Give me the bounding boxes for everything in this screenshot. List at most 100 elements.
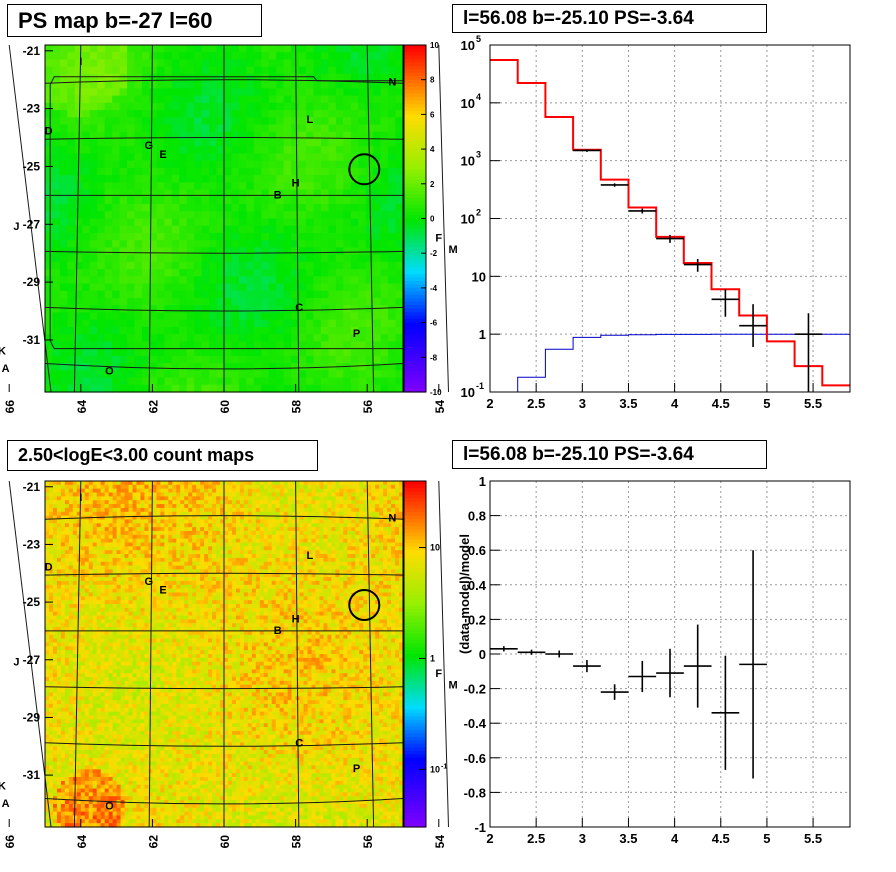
ps-heatmap-cell xyxy=(291,124,300,133)
count-heatmap-cell xyxy=(96,546,102,551)
ps-x-tick-label: 56 xyxy=(361,400,375,414)
ps-heatmap-cell xyxy=(112,290,121,299)
ps-heatmap-cell xyxy=(67,225,76,234)
count-heatmap-cell xyxy=(64,542,70,547)
count-heatmap-cell xyxy=(148,542,153,547)
ps-heatmap-cell xyxy=(320,384,330,393)
ps-heatmap-cell xyxy=(104,95,113,104)
count-heatmap-cell xyxy=(144,507,150,513)
count-heatmap-cell xyxy=(267,561,273,567)
ps-heatmap-cell xyxy=(238,59,247,68)
ps-heatmap-cell xyxy=(335,196,344,205)
ps-heatmap-cell xyxy=(164,45,173,53)
count-heatmap-cell xyxy=(319,507,325,513)
count-heatmap-cell xyxy=(188,573,193,578)
count-heatmap-cell xyxy=(379,507,384,513)
ps-heatmap-cell xyxy=(119,269,128,277)
count-heatmap-cell xyxy=(255,496,261,501)
ps-heatmap-cell xyxy=(358,348,367,357)
count-heatmap-cell xyxy=(204,565,209,571)
count-heatmap-cell xyxy=(363,488,368,494)
count-heatmap-cell xyxy=(68,580,74,586)
count-heatmap-cell xyxy=(128,542,134,547)
ps-heatmap-cell xyxy=(298,189,307,198)
ps-heatmap-cell xyxy=(149,73,158,82)
count-heatmap-cell xyxy=(399,481,404,486)
count-heatmap-cell xyxy=(343,557,348,563)
count-heatmap-cell xyxy=(200,504,205,509)
count-heatmap-cell xyxy=(45,584,50,590)
count-heatmap-cell xyxy=(136,515,142,521)
count-heatmap-cell xyxy=(291,519,297,524)
count-heatmap-cell xyxy=(283,554,289,559)
ps-heatmap-cell xyxy=(298,117,307,126)
ps-heatmap-cell xyxy=(313,348,322,357)
ps-heatmap-cell xyxy=(328,102,337,111)
ps-heatmap-cell xyxy=(45,290,54,299)
spectrum-y-tick-exponent: -1 xyxy=(476,381,484,391)
ps-heatmap-cell xyxy=(283,66,292,75)
ps-heatmap-cell xyxy=(74,81,83,89)
count-heatmap-cell xyxy=(92,481,98,486)
count-heatmap-cell xyxy=(363,527,368,532)
ps-heatmap-cell xyxy=(224,102,233,111)
ps-heatmap-cell xyxy=(238,334,247,342)
count-heatmap-cell xyxy=(180,481,185,486)
ps-heatmap-cell xyxy=(224,175,233,183)
count-heatmap-cell xyxy=(172,569,177,574)
ps-heatmap-cell xyxy=(358,81,367,89)
ps-heatmap-cell xyxy=(134,334,143,342)
ps-heatmap-cell xyxy=(268,211,277,220)
count-heatmap-cell xyxy=(271,492,277,497)
ps-heatmap-cell xyxy=(179,110,188,118)
ps-heatmap-cell xyxy=(298,175,307,183)
ps-heatmap-cell xyxy=(59,225,68,234)
ps-heatmap-cell xyxy=(231,254,240,263)
ps-colorbar-cell xyxy=(404,162,426,168)
ps-heatmap-cell xyxy=(306,95,315,104)
count-heatmap-cell xyxy=(64,515,70,521)
count-heatmap-cell xyxy=(387,534,392,540)
ps-heatmap-cell xyxy=(298,341,307,350)
ps-heatmap-cell xyxy=(380,160,389,169)
count-heatmap-cell xyxy=(239,557,245,563)
ps-heatmap-cell xyxy=(380,341,389,350)
ps-heatmap-cell xyxy=(313,59,322,68)
count-heatmap-cell xyxy=(335,488,340,494)
count-heatmap-cell xyxy=(176,565,181,571)
count-heatmap-cell xyxy=(148,565,153,571)
ps-heatmap-cell xyxy=(224,160,233,169)
ps-heatmap-cell xyxy=(134,73,143,82)
ps-heatmap-cell xyxy=(291,167,300,176)
count-heatmap-cell xyxy=(56,538,62,544)
ps-heatmap-cell xyxy=(231,370,240,379)
count-heatmap-cell xyxy=(351,534,356,540)
ps-heatmap-cell xyxy=(201,290,210,299)
ps-heatmap-cell xyxy=(127,95,136,104)
count-heatmap-cell xyxy=(116,507,122,513)
ps-heatmap-cell xyxy=(231,110,240,118)
ps-heatmap-cell xyxy=(358,312,367,321)
ps-heatmap-cell xyxy=(74,290,83,299)
ps-heatmap-cell xyxy=(291,355,300,364)
count-heatmap-cell xyxy=(327,515,332,521)
count-heatmap-cell xyxy=(208,504,213,509)
count-heatmap-cell xyxy=(359,481,364,486)
ps-heatmap-cell xyxy=(156,334,165,342)
ps-heatmap-cell xyxy=(231,189,240,198)
count-heatmap-cell xyxy=(212,530,217,536)
count-heatmap-cell xyxy=(363,565,368,571)
ps-heatmap-cell xyxy=(268,298,277,306)
ps-colorbar-cell xyxy=(404,159,426,164)
ps-heatmap-cell xyxy=(380,290,389,299)
count-heatmap-cell xyxy=(235,561,241,567)
count-heatmap-cell xyxy=(235,573,241,578)
ps-heatmap-cell xyxy=(134,95,143,104)
ps-heatmap-cell xyxy=(358,124,367,133)
ps-colorbar-cell xyxy=(404,117,426,122)
count-heatmap-cell xyxy=(152,542,157,547)
count-heatmap-cell xyxy=(339,488,344,494)
ps-heatmap-cell xyxy=(291,52,300,61)
ps-heatmap-cell xyxy=(119,261,128,270)
ps-heatmap-cell xyxy=(261,384,270,393)
